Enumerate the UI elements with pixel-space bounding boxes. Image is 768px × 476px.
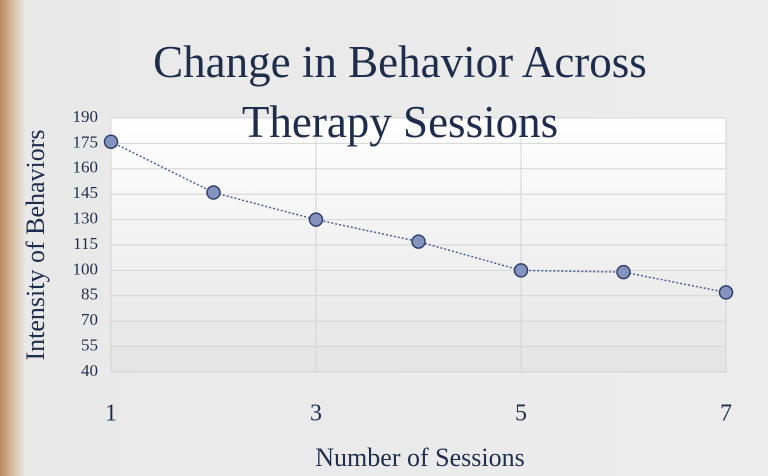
x-tick-label: 3 — [310, 401, 322, 427]
data-point — [720, 286, 733, 299]
page: {"chart_data": {"type": "line", "title":… — [0, 0, 768, 476]
y-tick-label: 115 — [73, 234, 98, 253]
y-tick-label: 40 — [81, 361, 98, 380]
y-axis-label: Intensity of Behaviors — [21, 129, 50, 360]
y-tick-label: 85 — [81, 285, 98, 304]
data-point — [617, 266, 630, 279]
data-point — [207, 186, 220, 199]
y-tick-label: 70 — [81, 310, 98, 329]
y-tick-label: 100 — [73, 259, 99, 278]
x-tick-label: 1 — [105, 401, 117, 427]
data-point — [310, 213, 323, 226]
chart-title: Change in Behavior Across Therapy Sessio… — [90, 32, 710, 152]
y-tick-label: 130 — [73, 209, 99, 228]
data-point — [515, 264, 528, 277]
y-tick-label: 160 — [73, 158, 99, 177]
y-tick-label: 145 — [73, 183, 99, 202]
y-tick-label: 55 — [81, 336, 98, 355]
x-tick-label: 7 — [720, 401, 732, 427]
data-point — [412, 235, 425, 248]
x-tick-label: 5 — [515, 401, 527, 427]
x-axis-label: Number of Sessions — [315, 443, 524, 472]
